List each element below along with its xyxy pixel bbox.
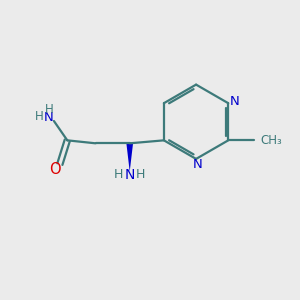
Polygon shape bbox=[126, 144, 133, 172]
Text: O: O bbox=[50, 162, 61, 177]
Text: N: N bbox=[44, 111, 53, 124]
Text: H: H bbox=[114, 168, 123, 181]
Text: H: H bbox=[35, 110, 44, 123]
Text: H: H bbox=[135, 168, 145, 181]
Text: CH₃: CH₃ bbox=[260, 134, 282, 147]
Text: N: N bbox=[230, 95, 240, 108]
Text: N: N bbox=[193, 158, 202, 171]
Text: N: N bbox=[124, 168, 135, 182]
Text: H: H bbox=[45, 103, 54, 116]
